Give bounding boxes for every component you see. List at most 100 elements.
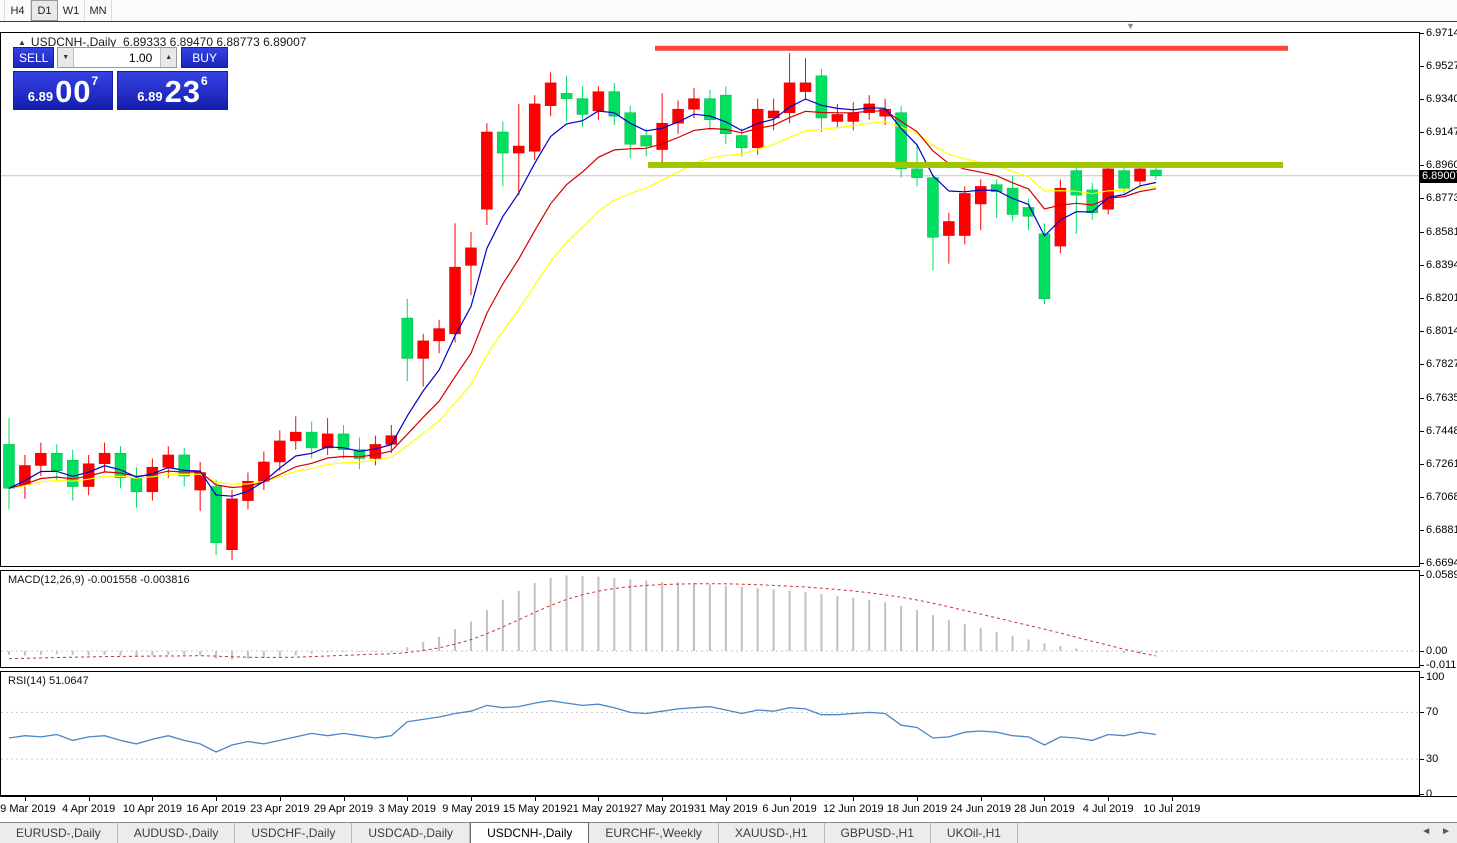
chart-tab-bar: EURUSD-,Daily AUDUSD-,Daily USDCHF-,Daily U… xyxy=(0,822,1457,843)
current-price-tag: 6.89007 xyxy=(1420,169,1457,183)
macd-histogram-bar xyxy=(119,651,122,656)
candle-body xyxy=(974,186,987,205)
date-label: 10 Jul 2019 xyxy=(1143,803,1201,815)
volume-increase-icon[interactable]: ▲ xyxy=(160,48,177,67)
macd-histogram-bar xyxy=(1011,635,1014,651)
candle-body xyxy=(433,328,445,342)
date-label: 23 Apr 2019 xyxy=(250,803,310,815)
candle-body xyxy=(959,193,971,236)
sell-price-button[interactable]: 6.89 00 7 xyxy=(13,71,113,110)
date-tick xyxy=(152,797,154,801)
price-tick-label-tick xyxy=(1420,562,1424,564)
support-line[interactable] xyxy=(648,161,1283,168)
macd-indicator-pane[interactable]: MACD(12,26,9) -0.001558 -0.003816 xyxy=(0,570,1420,668)
price-chart-pane[interactable] xyxy=(0,32,1420,567)
date-tick xyxy=(470,797,472,801)
rsi-axis-label: 70 xyxy=(1426,706,1439,719)
date-label: 27 May 2019 xyxy=(630,803,694,815)
candle-body xyxy=(98,452,111,464)
candle-body xyxy=(943,221,955,236)
date-label: 10 Apr 2019 xyxy=(122,803,183,815)
resistance-line[interactable] xyxy=(655,45,1288,51)
timeframe-button-h4[interactable]: H4 xyxy=(4,0,31,21)
macd-histogram-bar xyxy=(963,624,966,651)
macd-histogram-bar xyxy=(931,615,934,651)
chart-tab-audusd-daily[interactable]: AUDUSD-,Daily xyxy=(118,823,236,843)
macd-histogram-bar xyxy=(613,577,616,651)
chart-ohlc-values: 6.89333 6.89470 6.88773 6.89007 xyxy=(122,35,307,49)
price-axis[interactable]: 6.97140 6.95270 6.93400 6.91475 6.89605 6.877… xyxy=(1420,22,1457,800)
chart-tab-usdchf-daily[interactable]: USDCHF-,Daily xyxy=(235,823,353,843)
candle-body xyxy=(576,98,589,115)
date-tick xyxy=(789,797,791,801)
date-tick xyxy=(343,797,345,801)
sell-button[interactable]: SELL xyxy=(13,47,55,68)
macd-histogram-bar xyxy=(1154,651,1157,653)
timeframe-button-d1[interactable]: D1 xyxy=(31,0,58,21)
date-tick xyxy=(279,797,281,801)
macd-axis-label: 0.00 xyxy=(1426,645,1448,657)
buy-button[interactable]: BUY xyxy=(181,47,228,68)
chart-tab-usdcad-daily[interactable]: USDCAD-,Daily xyxy=(352,823,471,843)
candle-body xyxy=(226,498,238,550)
candle-body xyxy=(1054,187,1067,247)
macd-histogram-bar xyxy=(916,609,919,651)
macd-histogram-bar xyxy=(565,575,568,651)
price-tick-label: 6.95270 xyxy=(1426,59,1457,72)
macd-histogram-bar xyxy=(708,584,711,651)
date-tick xyxy=(1171,797,1173,801)
timeframe-toolbar: H4 D1 W1 MN xyxy=(0,0,1457,22)
date-label: 16 Apr 2019 xyxy=(186,803,246,815)
tab-scroll-buttons: ◄ ► xyxy=(1421,826,1451,837)
chart-tab-xauusd-h1[interactable]: XAUUSD-,H1 xyxy=(719,823,825,843)
rsi-label: RSI(14) 51.0647 xyxy=(8,675,89,687)
date-tick xyxy=(1108,797,1110,801)
candle-body xyxy=(481,131,493,210)
macd-histogram-bar xyxy=(390,651,393,653)
macd-histogram-bar xyxy=(374,651,377,653)
candle-body xyxy=(688,98,700,110)
price-tick-label-tick xyxy=(1420,33,1424,34)
collapse-triangle-icon[interactable]: ▲ xyxy=(18,38,26,47)
chart-tab-ukoil-h1[interactable]: UKOil-,H1 xyxy=(931,823,1018,843)
sell-price-prefix: 6.89 xyxy=(27,89,54,104)
chart-tab-usdcnh-daily[interactable]: USDCNH-,Daily xyxy=(470,822,590,843)
buy-price-button[interactable]: 6.89 23 6 xyxy=(117,71,228,110)
candle-body xyxy=(831,114,844,122)
macd-histogram-bar xyxy=(406,647,409,651)
date-tick xyxy=(88,797,90,801)
volume-decrease-icon[interactable]: ▼ xyxy=(58,48,75,67)
chart-tab-eurusd-daily[interactable]: EURUSD-,Daily xyxy=(0,823,118,843)
date-label: 4 Apr 2019 xyxy=(62,803,116,815)
macd-histogram-bar xyxy=(677,582,680,651)
macd-axis-label-tick xyxy=(1420,651,1424,652)
macd-histogram-bar xyxy=(485,609,488,651)
timeframe-button-w1[interactable]: W1 xyxy=(58,0,85,21)
price-tick-label-tick xyxy=(1420,497,1424,499)
price-tick-label: 6.76350 xyxy=(1426,391,1457,404)
volume-input[interactable] xyxy=(74,48,161,67)
price-tick-label: 6.72610 xyxy=(1426,457,1457,470)
candle-body xyxy=(815,75,828,119)
tab-scroll-right-icon[interactable]: ► xyxy=(1441,826,1451,837)
candle-body xyxy=(1070,170,1083,196)
macd-histogram-bar xyxy=(8,651,10,655)
macd-histogram-bar xyxy=(342,651,345,652)
chart-tab-eurchf-weekly[interactable]: EURCHF-,Weekly xyxy=(589,823,719,843)
tab-scroll-left-icon[interactable]: ◄ xyxy=(1421,826,1432,837)
candle-body xyxy=(656,122,668,150)
rsi-indicator-pane[interactable]: RSI(14) 51.0647 xyxy=(0,671,1420,796)
macd-histogram-bar xyxy=(947,620,950,651)
candle-body xyxy=(114,452,127,479)
macd-histogram-bar xyxy=(692,583,695,651)
price-tick-label-tick xyxy=(1420,530,1424,532)
date-axis[interactable]: 29 Mar 2019 4 Apr 2019 10 Apr 2019 16 Apr 2… xyxy=(0,796,1457,822)
macd-histogram-bar xyxy=(740,586,743,651)
candle-body xyxy=(1150,169,1162,177)
date-tick xyxy=(534,797,536,801)
chart-tab-gbpusd-h1[interactable]: GBPUSD-,H1 xyxy=(825,823,931,843)
price-tick-label: 6.91475 xyxy=(1426,126,1457,139)
timeframe-button-mn[interactable]: MN xyxy=(85,0,112,21)
macd-histogram-bar xyxy=(979,627,982,651)
date-label: 12 Jun 2019 xyxy=(823,803,884,815)
